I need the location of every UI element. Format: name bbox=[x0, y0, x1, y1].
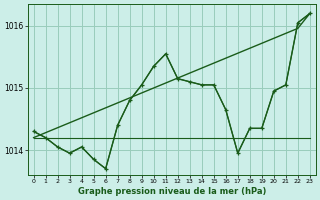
X-axis label: Graphe pression niveau de la mer (hPa): Graphe pression niveau de la mer (hPa) bbox=[77, 187, 266, 196]
